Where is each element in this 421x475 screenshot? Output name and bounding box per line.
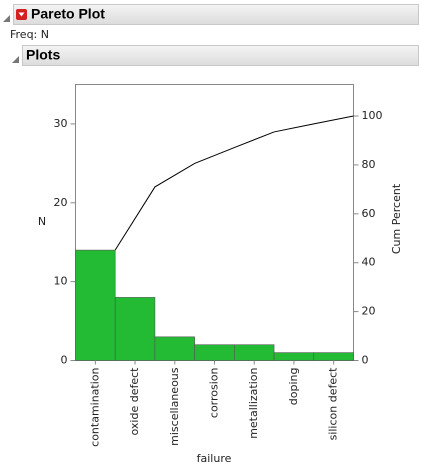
x-tick-label: metallization — [247, 367, 260, 438]
x-tick-label: corrosion — [208, 367, 221, 418]
disclosure-icon[interactable] — [3, 15, 10, 22]
cum-percent-line — [114, 115, 354, 251]
menu-arrow — [18, 12, 25, 17]
freq-label: Freq: N — [10, 28, 49, 41]
bar — [234, 344, 275, 361]
y2-tick-label: 60 — [362, 207, 376, 220]
x-tick-label: miscellaneous — [168, 367, 181, 446]
outline-title: Pareto Plot — [31, 6, 105, 22]
x-tick-label: doping — [287, 368, 300, 406]
x-tick-label: oxide defect — [128, 367, 141, 436]
outline-bar — [13, 4, 419, 25]
y-tick-label: 0 — [61, 354, 68, 367]
y-axis-label: N — [38, 215, 46, 228]
outline-bar — [22, 45, 419, 66]
y-tick-label: 30 — [54, 117, 68, 130]
y2-tick-label: 80 — [362, 158, 376, 171]
bar — [114, 297, 156, 361]
section-title: Plots — [26, 47, 60, 63]
x-tick-label: contamination — [88, 367, 101, 446]
bar — [273, 352, 315, 361]
bar — [313, 352, 354, 361]
y2-tick-label: 40 — [362, 256, 376, 269]
x-tick-label: silicon defect — [327, 367, 340, 441]
bar — [194, 344, 235, 361]
bar — [154, 336, 195, 361]
y2-tick-label: 20 — [362, 305, 376, 318]
disclosure-icon[interactable] — [12, 56, 19, 63]
y2-axis-label: Cum Percent — [390, 183, 403, 254]
y-tick-label: 10 — [54, 275, 68, 288]
y2-tick-label: 0 — [362, 354, 369, 367]
bar — [75, 249, 116, 361]
y2-tick-label: 100 — [362, 109, 383, 122]
y-tick-label: 20 — [54, 196, 68, 209]
x-axis-label: failure — [197, 452, 232, 465]
